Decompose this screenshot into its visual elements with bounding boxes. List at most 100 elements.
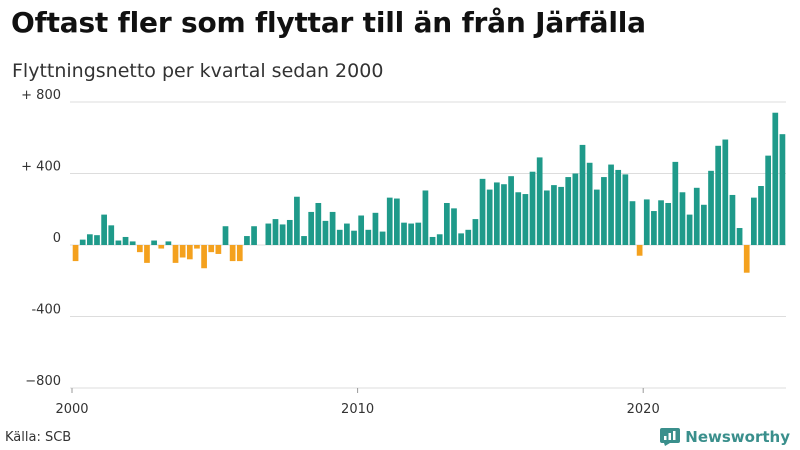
bar (708, 170, 714, 245)
bar (736, 228, 743, 245)
bar (129, 241, 136, 245)
bar (693, 187, 700, 245)
y-tick-label: + 800 (21, 88, 61, 103)
bar (172, 245, 179, 263)
bar (586, 162, 593, 245)
bar (344, 223, 350, 245)
bar (651, 211, 657, 245)
bar (508, 176, 514, 245)
bar (372, 212, 379, 245)
bar (122, 236, 129, 245)
bar (286, 219, 293, 245)
bar (451, 208, 457, 245)
bar (115, 240, 122, 245)
bar (336, 229, 343, 245)
bar (665, 202, 672, 245)
bar (265, 223, 272, 245)
bar (222, 226, 229, 245)
bar (101, 214, 107, 245)
bar (186, 245, 193, 260)
bar (308, 211, 315, 245)
chart-title: Oftast fler som flyttar till än från Jär… (11, 6, 646, 39)
bar (322, 220, 329, 245)
bar (743, 245, 750, 273)
bar (643, 199, 650, 245)
bar (443, 202, 450, 245)
bar (615, 169, 622, 245)
bar (329, 211, 336, 245)
chart-subtitle: Flyttningsnetto per kvartal sedan 2000 (12, 60, 384, 82)
bar (686, 214, 693, 245)
bar (272, 219, 279, 245)
bar (565, 177, 572, 245)
bar (136, 245, 143, 253)
bar (365, 229, 372, 245)
bar (179, 245, 186, 258)
bar (622, 174, 629, 245)
brand-logo: Newsworthy (660, 428, 790, 446)
bar (215, 245, 222, 254)
bar (636, 245, 643, 256)
bar (86, 234, 93, 245)
bar (294, 196, 300, 245)
bar (536, 157, 543, 245)
bar (429, 236, 436, 245)
bar (165, 241, 172, 245)
bar (458, 233, 464, 245)
bar (236, 245, 243, 262)
bar (493, 182, 500, 245)
bar (472, 219, 479, 245)
bar (758, 186, 764, 245)
bar (194, 245, 200, 249)
bar (729, 194, 736, 245)
bar (422, 190, 429, 245)
bar (401, 222, 407, 245)
bar (108, 225, 115, 245)
y-tick-label: −800 (25, 374, 61, 389)
bar (779, 134, 786, 245)
bar (486, 189, 493, 245)
y-tick-label: + 400 (21, 160, 61, 175)
bar (465, 229, 472, 245)
bar (751, 197, 757, 245)
bars (72, 112, 786, 273)
bar (765, 155, 771, 246)
bar (279, 224, 286, 245)
x-axis-ticks: 2000 2010 2020 (55, 388, 660, 417)
bar (379, 231, 386, 245)
bar (158, 245, 165, 249)
bar (94, 235, 100, 245)
x-tick-label: 2020 (627, 402, 660, 417)
bar (679, 192, 686, 245)
bar (351, 230, 357, 245)
bar (208, 245, 215, 253)
bar (144, 245, 150, 263)
bar (593, 189, 600, 245)
bar (229, 245, 236, 262)
newsworthy-logo-icon (660, 428, 681, 446)
bar (658, 200, 664, 245)
bar (522, 194, 529, 245)
bar (244, 236, 250, 245)
y-tick-label: -400 (31, 303, 61, 318)
x-tick-label: 2010 (341, 402, 374, 417)
grid-lines (70, 101, 786, 389)
bar (358, 215, 365, 245)
bar (72, 245, 79, 262)
bar (601, 177, 607, 245)
bar (572, 173, 579, 245)
source-note: Källa: SCB (5, 430, 72, 445)
bar (479, 178, 486, 245)
bar (629, 201, 636, 245)
bar (579, 144, 586, 245)
bar (608, 164, 614, 245)
bar (315, 202, 322, 245)
bar (672, 161, 679, 245)
bar (436, 234, 443, 245)
bar (79, 239, 86, 245)
bar (701, 204, 707, 245)
bar (501, 184, 507, 245)
bar (543, 190, 550, 245)
y-axis-ticks: + 800 + 400 0 -400 −800 (21, 88, 61, 389)
bar (151, 240, 157, 245)
